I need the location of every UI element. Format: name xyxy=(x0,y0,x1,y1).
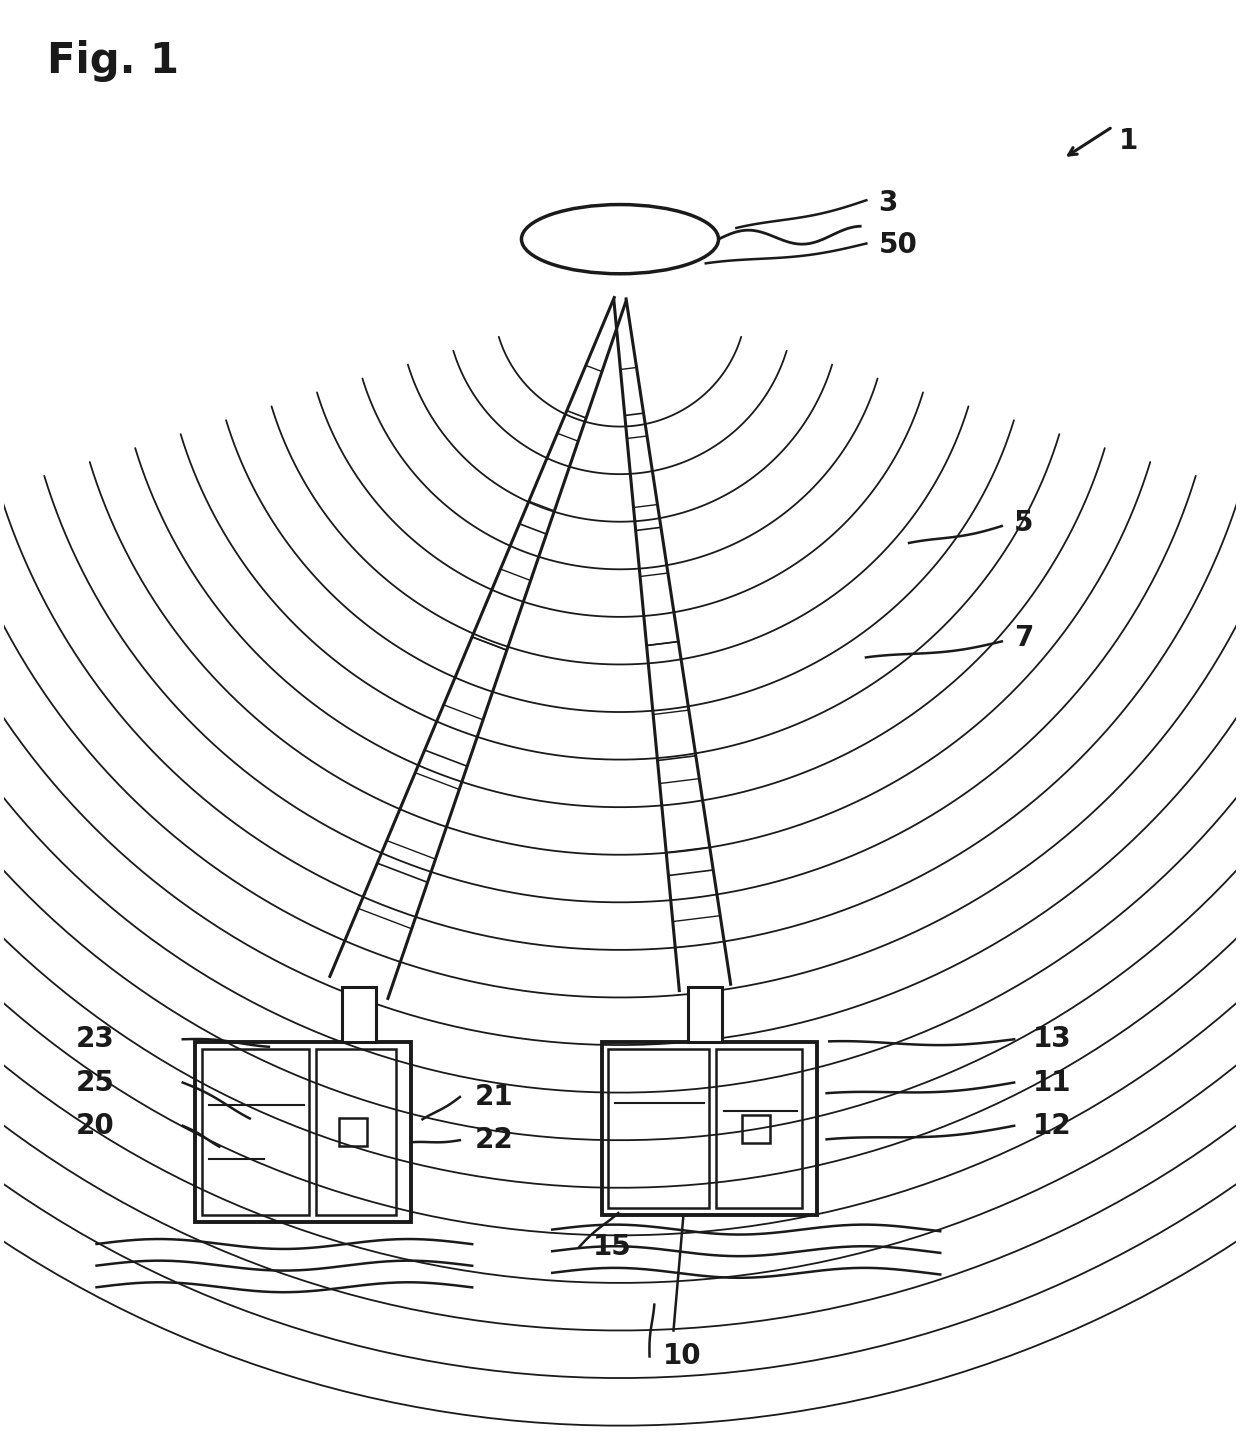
Text: 23: 23 xyxy=(76,1025,114,1053)
Text: 1: 1 xyxy=(1118,128,1138,155)
Text: 12: 12 xyxy=(1033,1112,1071,1140)
Text: 13: 13 xyxy=(1033,1025,1071,1053)
Bar xyxy=(316,1050,396,1215)
Bar xyxy=(202,1050,309,1215)
Text: 10: 10 xyxy=(663,1343,702,1370)
Bar xyxy=(715,1050,802,1208)
Text: 11: 11 xyxy=(1033,1069,1071,1096)
Text: Fig. 1: Fig. 1 xyxy=(47,41,180,83)
Bar xyxy=(342,987,376,1043)
Bar xyxy=(609,1050,709,1208)
Bar xyxy=(742,1115,770,1143)
Bar xyxy=(688,987,722,1043)
Text: 21: 21 xyxy=(475,1083,513,1111)
Text: 20: 20 xyxy=(76,1112,114,1140)
Text: 7: 7 xyxy=(1014,625,1033,653)
Text: 15: 15 xyxy=(593,1232,631,1262)
Bar xyxy=(339,1118,367,1147)
Text: 5: 5 xyxy=(1014,509,1034,536)
Text: 50: 50 xyxy=(879,231,918,260)
Text: 22: 22 xyxy=(475,1127,513,1154)
Text: 3: 3 xyxy=(879,188,898,218)
Bar xyxy=(195,1043,410,1222)
Text: 25: 25 xyxy=(76,1069,114,1096)
Bar xyxy=(601,1043,817,1215)
